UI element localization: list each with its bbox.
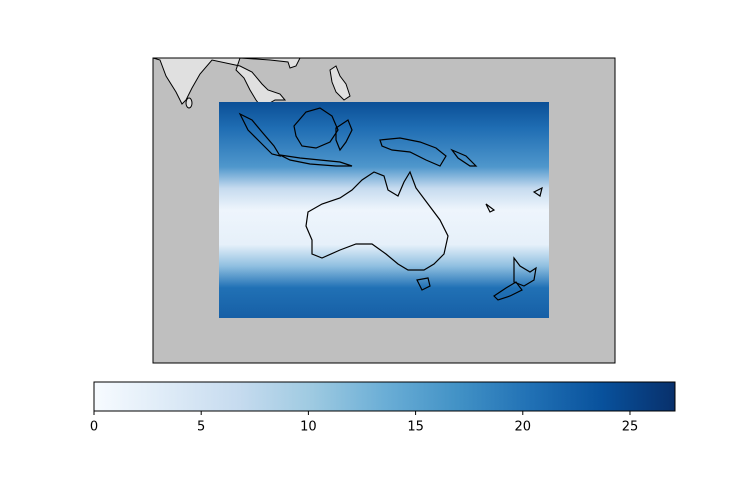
colorbar-tick-label: 10 xyxy=(300,420,317,435)
land-outside xyxy=(153,58,351,109)
colorbar xyxy=(93,381,676,412)
map xyxy=(152,57,616,364)
colorbar-tick-label: 5 xyxy=(197,420,205,435)
colorbar-tick-label: 15 xyxy=(407,420,424,435)
colorbar-tick-label: 25 xyxy=(622,420,639,435)
colorbar-tick-label: 20 xyxy=(515,420,532,435)
data-field xyxy=(219,102,549,318)
colorbar-tick-label: 0 xyxy=(90,420,98,435)
coastlines xyxy=(238,107,543,301)
colorbar-gradient xyxy=(93,381,676,412)
map-frame xyxy=(152,57,616,364)
